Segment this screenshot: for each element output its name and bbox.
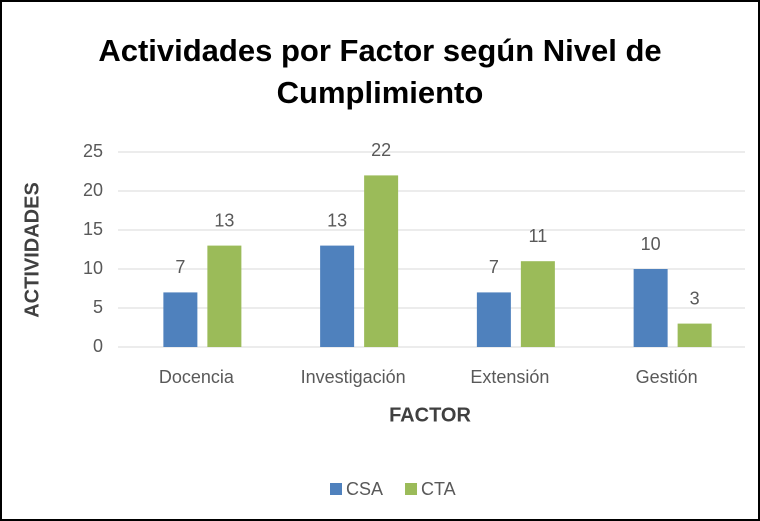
- bar: [163, 292, 198, 347]
- y-tick-label: 0: [93, 336, 103, 356]
- x-tick-label: Extensión: [470, 367, 549, 387]
- y-tick-label: 5: [93, 297, 103, 317]
- data-label: 13: [214, 210, 234, 230]
- legend-label: CSA: [346, 479, 383, 499]
- data-label: 7: [175, 257, 185, 277]
- data-label: 7: [489, 257, 499, 277]
- legend-label: CTA: [421, 479, 456, 499]
- y-tick-label: 25: [83, 141, 103, 161]
- y-tick-label: 15: [83, 219, 103, 239]
- legend-swatch: [330, 483, 342, 495]
- y-axis-label: ACTIVIDADES: [21, 182, 43, 318]
- y-tick-label: 10: [83, 258, 103, 278]
- legend-swatch: [405, 483, 418, 495]
- bar: [364, 175, 399, 347]
- bar: [633, 269, 668, 347]
- bar: [320, 245, 355, 347]
- data-label: 3: [690, 288, 700, 308]
- bar: [677, 323, 712, 347]
- x-tick-label: Docencia: [159, 367, 235, 387]
- bar: [520, 261, 555, 347]
- bar: [476, 292, 511, 347]
- y-tick-label: 20: [83, 180, 103, 200]
- bar: [207, 245, 242, 347]
- data-label: 11: [529, 226, 548, 246]
- x-tick-label: Gestión: [636, 367, 698, 387]
- chart-title: Actividades por Factor según Nivel de Cu…: [98, 33, 662, 110]
- x-tick-label: Investigación: [301, 367, 406, 387]
- x-axis-label: FACTOR: [389, 404, 471, 426]
- data-label: 22: [371, 140, 391, 160]
- data-label: 10: [641, 234, 661, 254]
- data-label: 13: [327, 210, 347, 230]
